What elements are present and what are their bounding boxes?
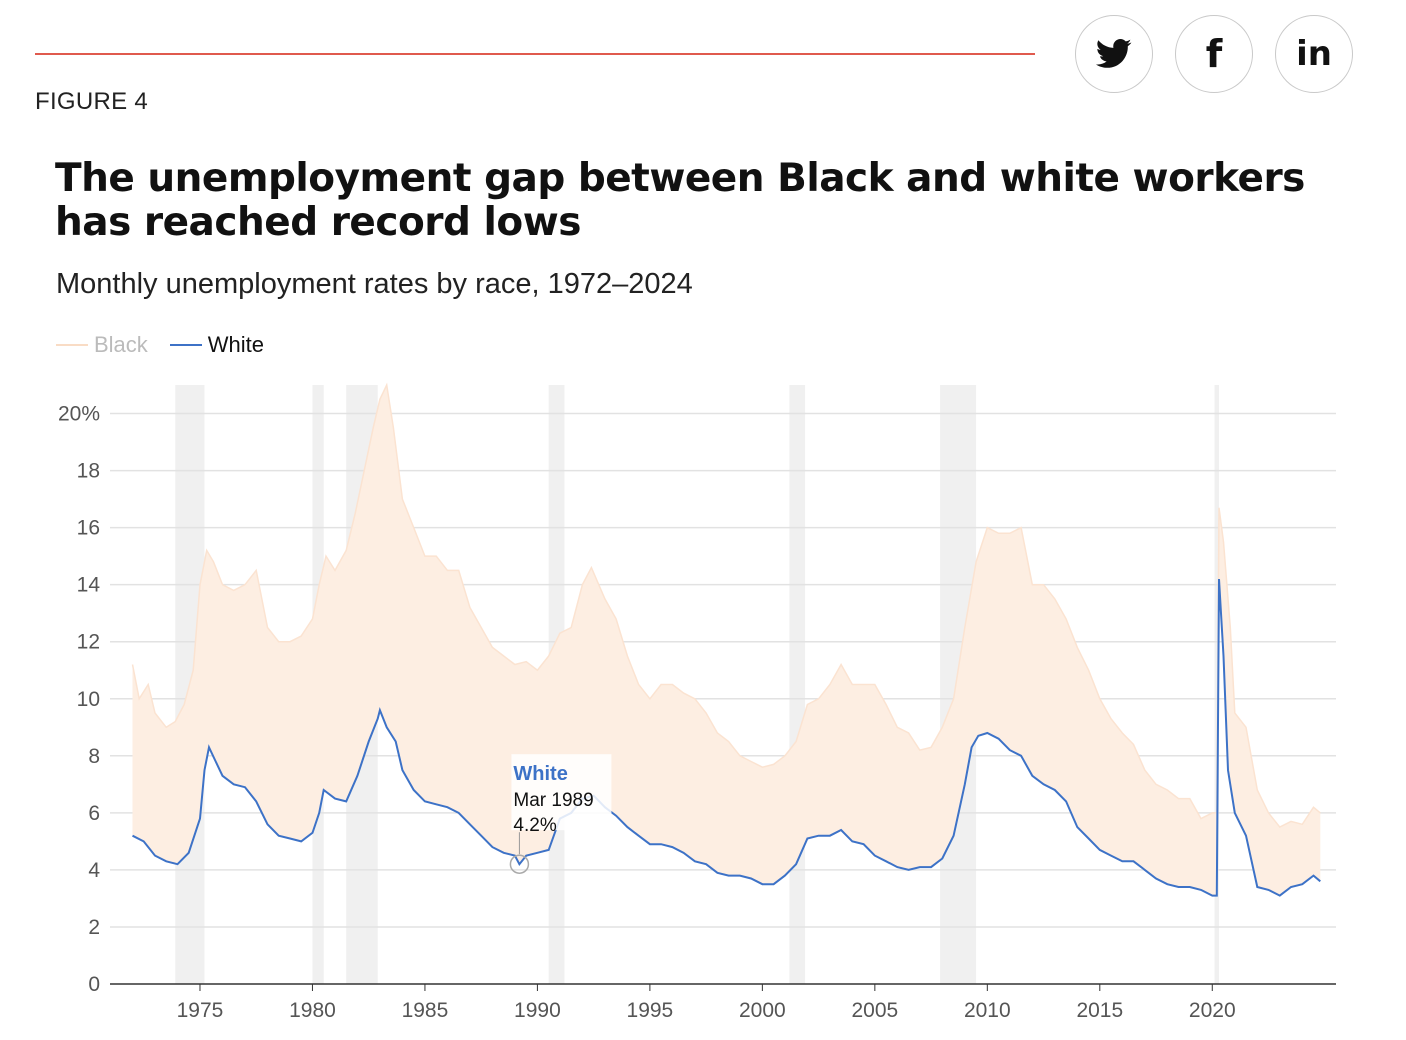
x-tick-label: 1985 [402,999,449,1022]
y-tick-label: 20% [58,403,100,426]
share-linkedin-button[interactable]: in [1275,15,1353,93]
facebook-icon: f [1205,32,1223,76]
gap-area [132,385,1321,896]
series-line-black [131,382,1321,829]
tooltip-series: White [513,763,567,785]
y-tick-label: 6 [88,802,100,825]
recession-band [789,385,806,984]
y-tick-label: 10 [77,688,100,711]
chart-subtitle: Monthly unemployment rates by race, 1972… [56,268,693,300]
y-tick-label: 8 [88,745,100,768]
legend-item-black[interactable]: Black [56,332,148,358]
axes: 1975 1980 1985 1990 1995 2000 2005 2010 2015 2020 [110,983,1336,1022]
legend-label-black: Black [94,332,148,357]
x-tick-label: 2020 [1189,999,1236,1022]
x-tick-label: 2010 [964,999,1011,1022]
x-tick-label: 2005 [851,999,898,1022]
y-tick-label: 14 [77,574,101,597]
line-chart: 0 2 4 6 8 10 12 14 16 18 20% 1975 1980 1985 1990 1995 2… [58,382,1336,1022]
legend-swatch-black [56,344,88,346]
y-tick-label: 2 [88,916,100,939]
y-tick-label: 4 [88,859,100,882]
x-tick-label: 1975 [177,999,224,1022]
tooltip-box [511,754,612,831]
tooltip: White Mar 1989 4.2% [509,754,612,874]
figure-label: FIGURE 4 [35,88,149,115]
series-line-white [132,578,1321,897]
x-tick-label: 2015 [1076,999,1123,1022]
x-tick-label: 2000 [739,999,786,1022]
legend-item-white[interactable]: White [169,332,265,358]
tooltip-marker [509,854,530,874]
tooltip-date: Mar 1989 [513,790,593,811]
y-tick-label: 0 [88,973,100,996]
legend-label-white: White [207,332,265,357]
y-tick-label: 16 [77,517,100,540]
recession-band [1214,385,1220,984]
tooltip-value: 4.2% [513,815,556,836]
x-tick-label: 1990 [514,999,561,1022]
y-tick-label: 12 [77,631,100,654]
y-tick-label: 18 [77,460,100,483]
series-lines [131,382,1321,897]
linkedin-icon: in [1296,34,1332,74]
share-facebook-button[interactable]: f [1175,15,1253,93]
gap-band [132,385,1321,896]
legend-swatch-white [169,344,202,346]
twitter-icon [1096,39,1132,68]
x-tick-label: 1995 [627,999,674,1022]
share-twitter-button[interactable] [1075,15,1153,93]
header-rule [35,53,1035,55]
chart-title: The unemployment gap between Black and w… [55,156,1305,245]
x-tick-label: 1980 [289,999,336,1022]
chart-legend: Black White [56,332,286,358]
